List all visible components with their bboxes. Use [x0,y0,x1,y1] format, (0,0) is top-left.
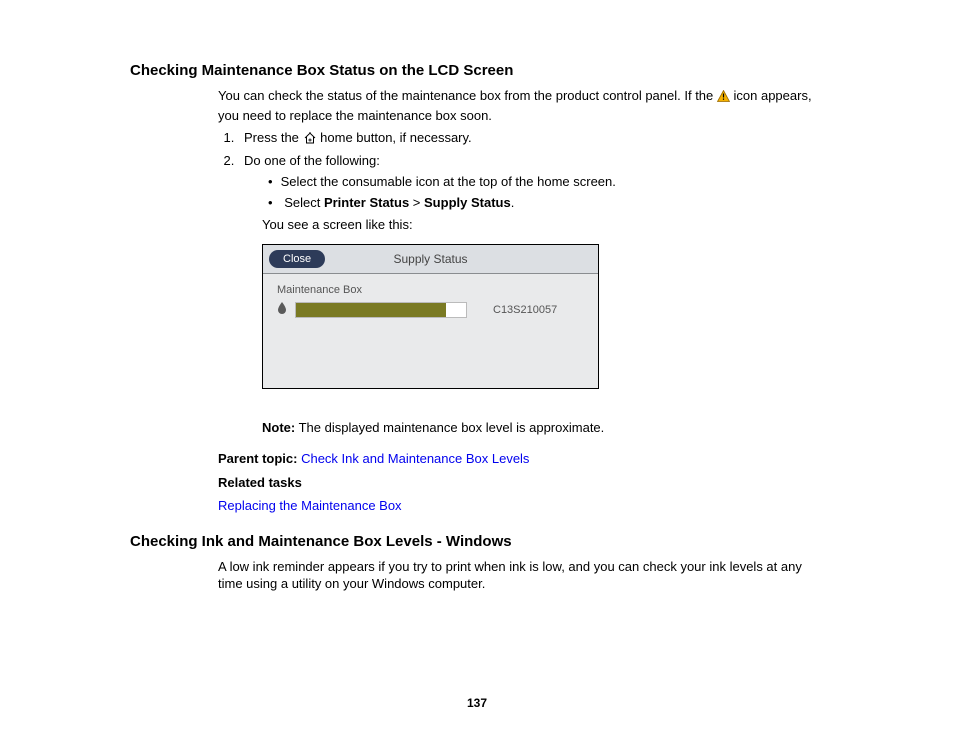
section2-body: A low ink reminder appears if you try to… [218,558,824,593]
intro-text-before: You can check the status of the maintena… [218,88,717,103]
parent-topic-line: Parent topic: Check Ink and Maintenance … [218,450,824,468]
page-number: 137 [0,696,954,710]
step1-before: Press the [244,130,303,145]
lcd-header: Close Supply Status [263,245,598,274]
maintenance-box-label: Maintenance Box [277,284,584,296]
home-icon [303,132,317,147]
bullet-1: Select the consumable icon at the top of… [262,174,824,189]
bullet2-bold2: Supply Status [424,195,511,210]
section1-heading: Checking Maintenance Box Status on the L… [130,62,824,79]
level-bar [295,302,467,318]
level-bar-fill [296,303,446,317]
parent-topic-label: Parent topic: [218,451,301,466]
warning-icon [717,89,730,107]
step2-text: Do one of the following: [244,153,380,168]
lcd-body: Maintenance Box C13S210057 [263,274,598,388]
step-2: Do one of the following: Select the cons… [238,153,824,436]
bullet-2: Select Printer Status > Supply Status. [262,195,824,210]
maintenance-box-row: C13S210057 [277,302,584,318]
related-task-link[interactable]: Replacing the Maintenance Box [218,498,402,513]
drop-icon [277,302,287,317]
bullet2-bold1: Printer Status [324,195,409,210]
step1-after: home button, if necessary. [320,130,472,145]
bullet2-suffix: . [511,195,515,210]
steps-list: Press the home button, if necessary. Do … [218,130,824,436]
bullet2-prefix: Select [284,195,324,210]
part-number: C13S210057 [493,304,557,316]
related-tasks-label: Related tasks [218,475,302,490]
intro-paragraph: You can check the status of the maintena… [218,87,824,124]
bullet2-sep: > [409,195,424,210]
note: Note: The displayed maintenance box leve… [262,419,824,437]
parent-topic-link[interactable]: Check Ink and Maintenance Box Levels [301,451,529,466]
step-1: Press the home button, if necessary. [238,130,824,147]
meta-links: Parent topic: Check Ink and Maintenance … [218,450,824,515]
close-button[interactable]: Close [269,250,325,268]
after-bullets-text: You see a screen like this: [262,216,824,234]
note-text: The displayed maintenance box level is a… [295,420,604,435]
section2-heading: Checking Ink and Maintenance Box Levels … [130,533,824,550]
note-label: Note: [262,420,295,435]
lcd-screenshot: Close Supply Status Maintenance Box [262,244,599,389]
step2-bullets: Select the consumable icon at the top of… [262,174,824,210]
